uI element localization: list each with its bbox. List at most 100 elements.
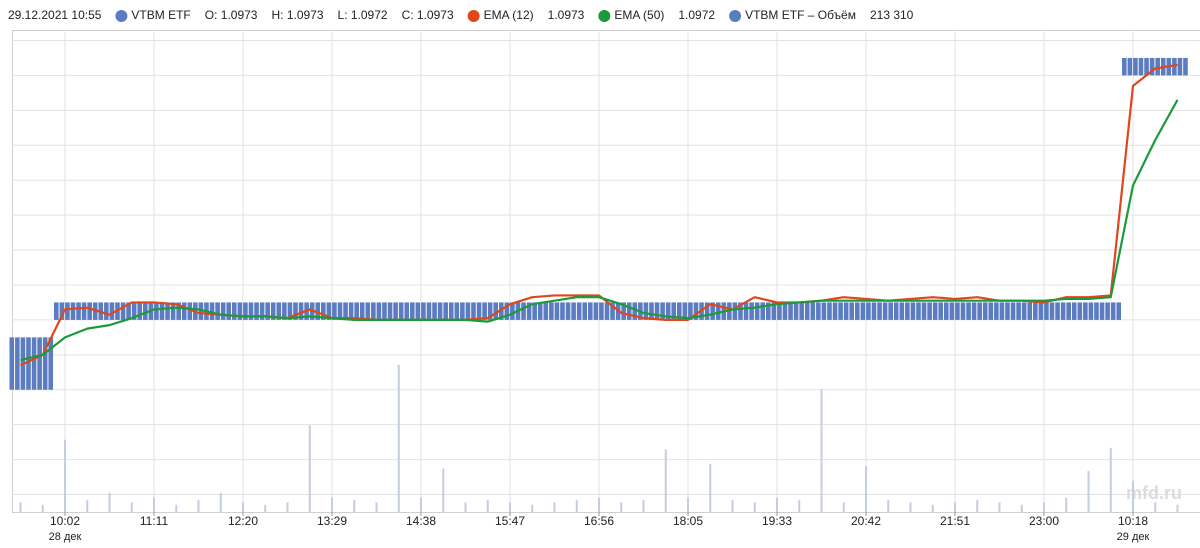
candle: [1122, 57, 1127, 76]
volume-bar: [108, 492, 111, 512]
candle: [332, 302, 337, 320]
candle: [26, 337, 31, 390]
legend-marker: [115, 10, 128, 22]
candle: [1127, 57, 1133, 76]
candle: [738, 302, 743, 320]
candle: [1083, 302, 1088, 320]
candle: [665, 302, 671, 320]
candle: [1110, 302, 1116, 320]
volume-bar: [153, 497, 155, 512]
candle: [415, 302, 421, 320]
legend-marker: [467, 10, 480, 22]
readout-value: 213 310: [870, 8, 914, 22]
candle: [42, 337, 48, 390]
candle: [910, 302, 916, 320]
candle: [137, 302, 143, 320]
volume-bar: [1087, 471, 1090, 512]
candle: [81, 302, 87, 320]
volume-bar: [553, 502, 556, 512]
candle: [777, 302, 782, 320]
volume-bar: [264, 504, 267, 512]
volume-bar: [130, 502, 133, 512]
candle: [1060, 302, 1066, 320]
candle: [1027, 302, 1033, 320]
candle: [977, 302, 982, 320]
candle: [259, 302, 265, 320]
candle: [827, 302, 832, 320]
candle: [265, 302, 270, 320]
volume-bar: [820, 389, 823, 512]
candle: [176, 302, 181, 320]
candle: [610, 302, 615, 320]
candle: [944, 302, 949, 320]
candle: [487, 302, 493, 320]
candle: [754, 302, 760, 320]
candle: [799, 302, 804, 320]
candle: [788, 302, 793, 320]
volume-bar: [842, 502, 845, 512]
volume-bar: [1132, 480, 1134, 512]
candle: [465, 302, 471, 320]
candle: [771, 302, 777, 320]
readout-value: L: 1.0972: [338, 8, 388, 22]
candle: [482, 302, 487, 320]
candle: [866, 302, 871, 320]
candle: [537, 302, 543, 320]
candle: [949, 302, 955, 320]
candle: [243, 302, 248, 320]
candle: [571, 302, 576, 320]
candle: [1038, 302, 1044, 320]
candle: [454, 302, 460, 320]
candle: [215, 302, 220, 320]
candle: [343, 302, 348, 320]
candle: [31, 337, 37, 390]
x-tick-label: 12:20: [228, 514, 258, 528]
candle: [982, 302, 988, 320]
readout-value: H: 1.0973: [271, 8, 323, 22]
candle: [988, 302, 994, 320]
candle: [126, 302, 131, 320]
x-tick-label: 13:29: [317, 514, 347, 528]
candle: [994, 302, 999, 320]
candle: [1088, 302, 1094, 320]
volume-bar: [909, 502, 912, 512]
legend-marker: [598, 10, 611, 22]
candle: [1116, 302, 1122, 320]
plot-frame: [12, 30, 1200, 513]
candle: [1021, 302, 1027, 320]
candle: [120, 302, 126, 320]
volume-bar: [420, 497, 422, 512]
candle: [165, 302, 170, 320]
volume-bar: [1043, 502, 1045, 512]
candle: [710, 302, 715, 320]
candle: [48, 337, 54, 390]
candle: [437, 302, 443, 320]
candle: [899, 302, 905, 320]
volume-bar: [620, 502, 623, 512]
candle: [1149, 57, 1155, 76]
volume-bar: [486, 499, 489, 512]
candle: [109, 302, 115, 320]
candle: [905, 302, 910, 320]
candle: [387, 302, 393, 320]
candle: [282, 302, 287, 320]
volume-bar: [286, 502, 289, 512]
legend-label: VTBM ETF – Объём: [745, 8, 856, 22]
candle: [955, 302, 960, 320]
x-tick-label: 20:42: [851, 514, 881, 528]
candle: [560, 302, 565, 320]
volume-bar: [998, 502, 1001, 512]
date-label: 28 дек: [49, 531, 82, 543]
candle: [1133, 57, 1138, 76]
x-tick-label: 16:56: [584, 514, 614, 528]
x-tick-label: 11:11: [140, 514, 169, 528]
candle: [816, 302, 821, 320]
volume-bar: [954, 502, 956, 512]
candle: [855, 302, 860, 320]
candle: [404, 302, 410, 320]
candle: [448, 302, 454, 320]
candle: [1105, 302, 1110, 320]
legend-label: EMA (12): [484, 8, 534, 22]
volume-bar: [397, 364, 400, 512]
x-tick-label: 14:38: [406, 514, 436, 528]
